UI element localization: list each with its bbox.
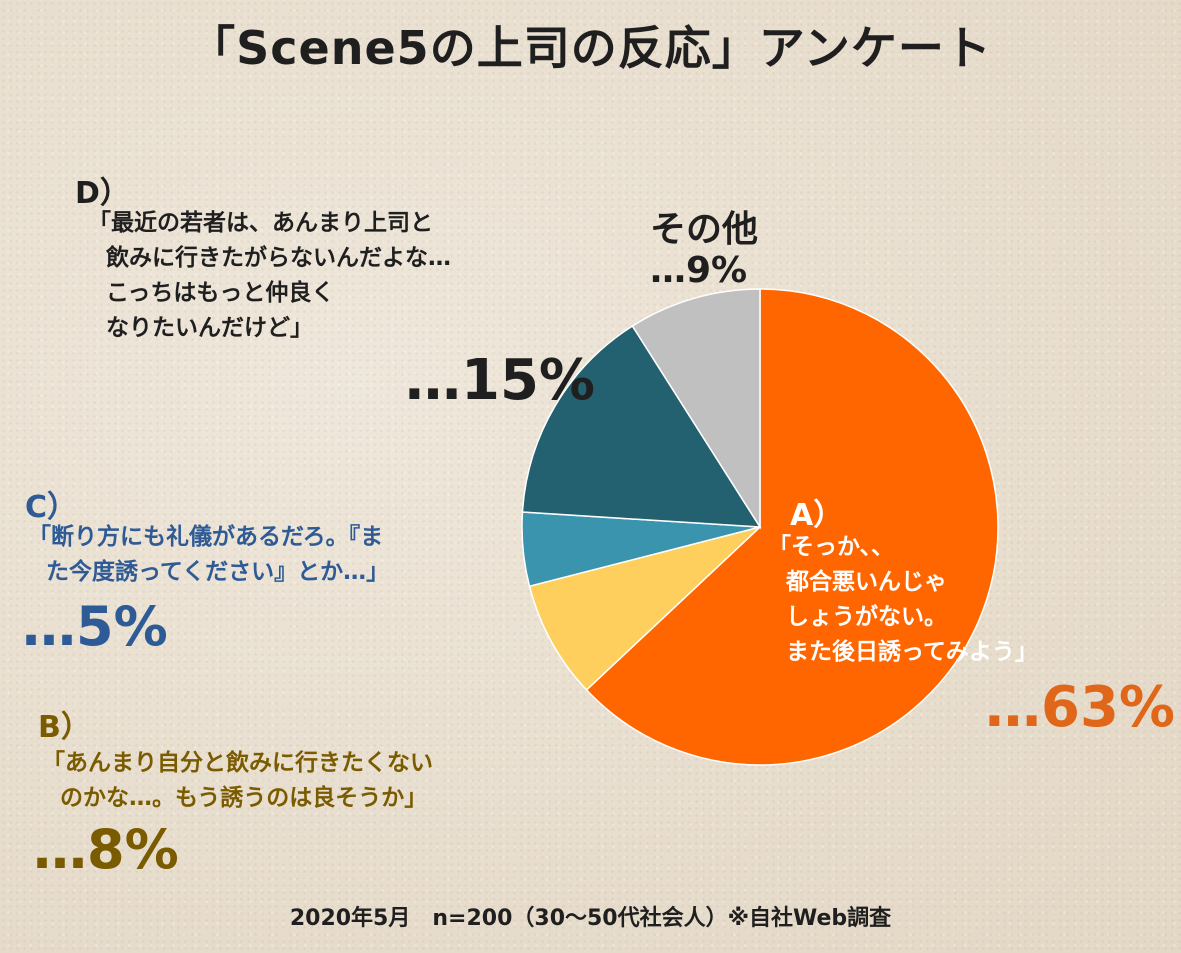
quote-b: 「あんまり自分と飲みに行きたくない のかな…。もう誘うのは良そうか」 xyxy=(42,746,433,816)
quote-c: 「断り方にも礼儀があるだろ。『ま た今度誘ってください』とか…」 xyxy=(28,520,389,590)
quote-d-line-1: 「最近の若者は、あんまり上司と xyxy=(88,210,433,236)
percent-c: …5% xyxy=(22,595,168,658)
label-c: C） xyxy=(25,490,78,525)
quote-d-line-2: 飲みに行きたがらないんだよな… xyxy=(106,245,451,271)
quote-a: 「そっか、、 都合悪いんじゃ しょうがない。 また後日誘ってみよう」 xyxy=(768,530,1038,670)
percent-b: …8% xyxy=(33,818,179,881)
survey-footnote: 2020年5月 n=200（30～50代社会人）※自社Web調査 xyxy=(289,906,892,931)
quote-a-line-2: 都合悪いんじゃ xyxy=(786,569,947,595)
percent-a: …63% xyxy=(985,675,1176,740)
label-other: その他 xyxy=(650,209,759,250)
label-a: A） xyxy=(790,498,844,533)
pie-slice-other xyxy=(631,288,761,530)
pie-slices xyxy=(521,288,999,766)
percent-other: …9% xyxy=(650,250,748,291)
quote-c-line-2: た今度誘ってください』とか…」 xyxy=(46,559,390,585)
percent-d: …15% xyxy=(405,348,596,413)
quote-a-line-1: 「そっか、、 xyxy=(768,534,895,560)
quote-d-line-4: なりたいんだけど」 xyxy=(106,315,313,341)
pie-slice-b xyxy=(528,526,761,691)
chart-title: 「Scene5の上司の反応」アンケート xyxy=(189,21,992,75)
quote-b-line-2: のかな…。もう誘うのは良そうか」 xyxy=(60,785,428,811)
quote-b-line-1: 「あんまり自分と飲みに行きたくない xyxy=(42,750,433,776)
label-b: B） xyxy=(38,710,91,745)
quote-d-line-3: こっちはもっと仲良く xyxy=(106,280,335,306)
quote-a-line-3: しょうがない。 xyxy=(786,604,947,630)
pie-slice-d xyxy=(521,325,762,528)
quote-a-line-4: また後日誘ってみよう」 xyxy=(786,639,1038,665)
quote-d: 「最近の若者は、あんまり上司と 飲みに行きたがらないんだよな… こっちはもっと仲… xyxy=(88,206,451,346)
pie-slice-a xyxy=(585,288,999,766)
quote-c-line-1: 「断り方にも礼儀があるだろ。『ま xyxy=(28,524,384,550)
label-d: D） xyxy=(75,176,130,211)
